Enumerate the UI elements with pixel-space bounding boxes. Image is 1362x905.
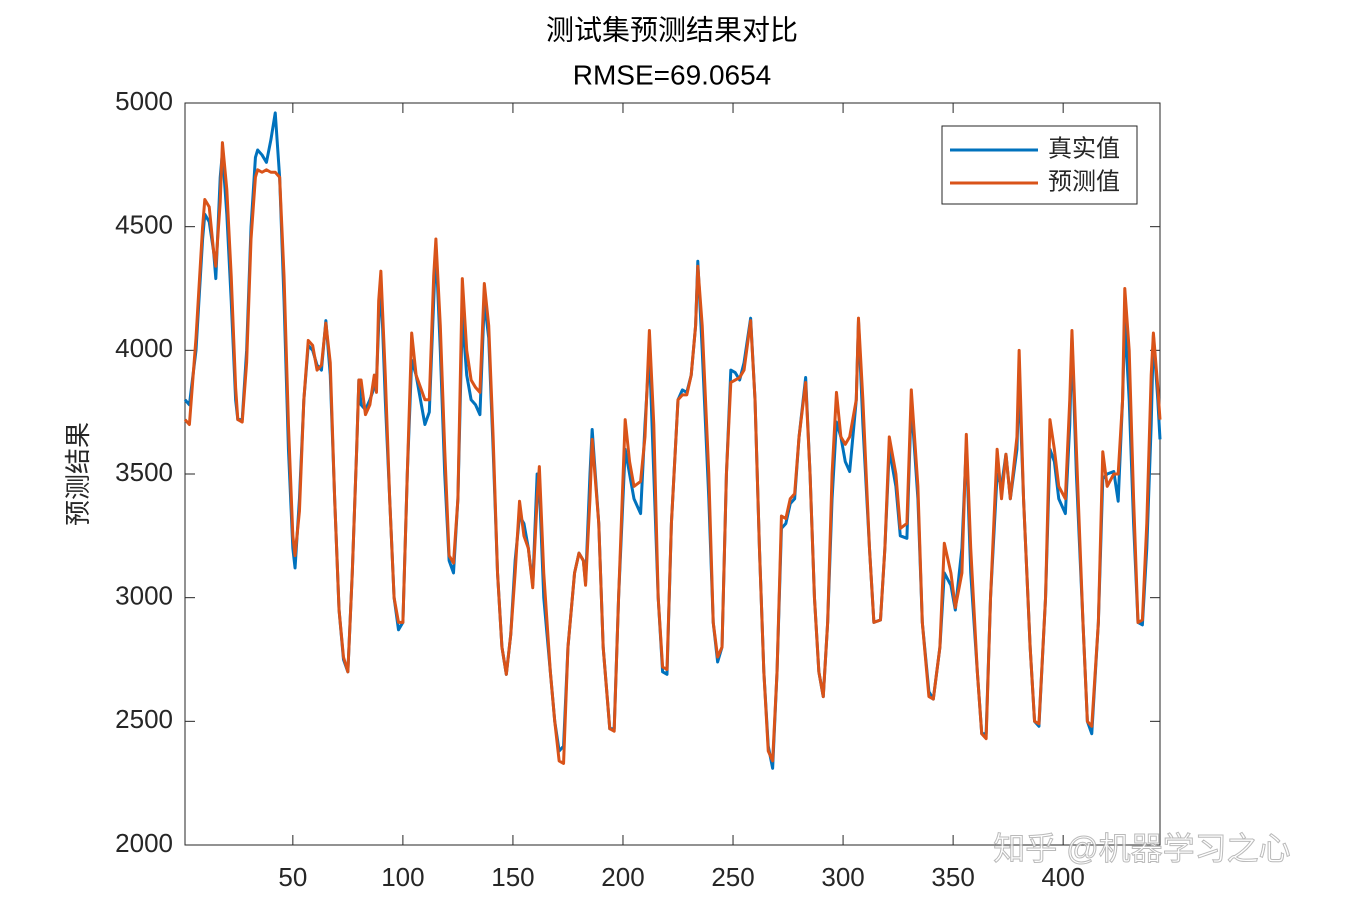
y-tick-label: 2000 xyxy=(115,828,173,858)
y-tick-label: 5000 xyxy=(115,86,173,116)
x-tick-label: 150 xyxy=(491,862,534,892)
y-tick-label: 2500 xyxy=(115,704,173,734)
legend-box xyxy=(941,125,1138,205)
y-tick-label: 3500 xyxy=(115,457,173,487)
x-tick-label: 50 xyxy=(278,862,307,892)
y-tick-label: 3000 xyxy=(115,581,173,611)
x-tick-label: 200 xyxy=(601,862,644,892)
x-tick-label: 350 xyxy=(931,862,974,892)
plot-area: 2000 2500 3000 3500 4000 4500 5000 50 100 150 200 2… xyxy=(115,86,1162,892)
x-tick-label: 250 xyxy=(711,862,754,892)
series-line xyxy=(183,141,1162,765)
chart-subtitle: RMSE=69.0654 xyxy=(573,59,771,90)
y-axis-label: 预测结果 xyxy=(63,422,93,526)
legend-label: 真实值 xyxy=(1048,135,1120,162)
y-tick-label: 4000 xyxy=(115,333,173,363)
chart-title: 测试集预测结果对比 xyxy=(546,14,798,45)
watermark: 知乎 @机器学习之心 xyxy=(993,830,1290,866)
x-tick-label: 400 xyxy=(1041,862,1084,892)
x-tick-label: 300 xyxy=(821,862,864,892)
x-tick-label: 100 xyxy=(381,862,424,892)
legend-label: 预测值 xyxy=(1048,168,1120,195)
y-tick-label: 4500 xyxy=(115,210,173,240)
